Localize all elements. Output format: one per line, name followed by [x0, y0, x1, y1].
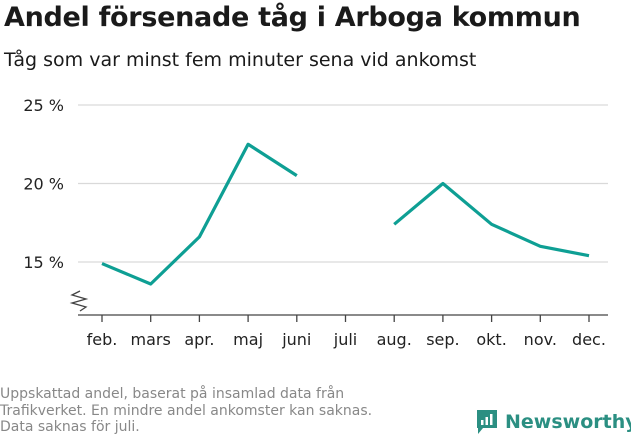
data-series: [101, 142, 590, 286]
footnote: Uppskattad andel, baserat på insamlad da…: [0, 386, 372, 436]
brand-name: Newsworthy: [505, 411, 631, 433]
footnote-line: Uppskattad andel, baserat på insamlad da…: [0, 386, 345, 402]
x-tick-labels: feb. mars apr. maj juni juli aug. sep. okt. nov. d…: [87, 330, 606, 349]
footnote-line: Data saknas för juli.: [0, 419, 140, 435]
y-tick-label: 25 %: [23, 96, 64, 115]
footnote-line: Trafikverket. En mindre andel ankomster …: [0, 402, 373, 419]
y-tick-label: 20 %: [23, 175, 64, 194]
x-tick-label: aug.: [377, 330, 412, 349]
x-tick-label: dec.: [572, 330, 606, 349]
newsworthy-logo-icon: [477, 410, 497, 434]
x-tick-label: juli: [333, 330, 357, 349]
x-tick-label: nov.: [524, 330, 557, 349]
x-tick-label: sep.: [426, 330, 459, 349]
y-tick-label: 15 %: [23, 253, 64, 272]
brand-logo: Newsworthy: [475, 408, 631, 436]
x-tick-label: juni: [281, 330, 311, 349]
series-line-segment: [393, 181, 590, 258]
zigzag-break-icon: [69, 290, 89, 312]
chart-title: Andel försenade tåg i Arboga kommun: [4, 2, 581, 33]
x-tick-label: apr.: [184, 330, 214, 349]
x-tick-label: okt.: [476, 330, 506, 349]
y-tick-labels: 15 % 20 % 25 %: [23, 96, 64, 272]
gridlines: [78, 104, 608, 263]
line-chart: 15 % 20 % 25 % feb. mars apr. maj juni juli aug.…: [23, 96, 608, 349]
x-tick-label: mars: [131, 330, 171, 349]
chart-subtitle: Tåg som var minst fem minuter sena vid a…: [4, 49, 477, 71]
x-tick-label: feb.: [87, 330, 118, 349]
series-line-segment: [101, 142, 298, 286]
x-axis: [69, 290, 608, 322]
x-tick-label: maj: [233, 330, 263, 349]
